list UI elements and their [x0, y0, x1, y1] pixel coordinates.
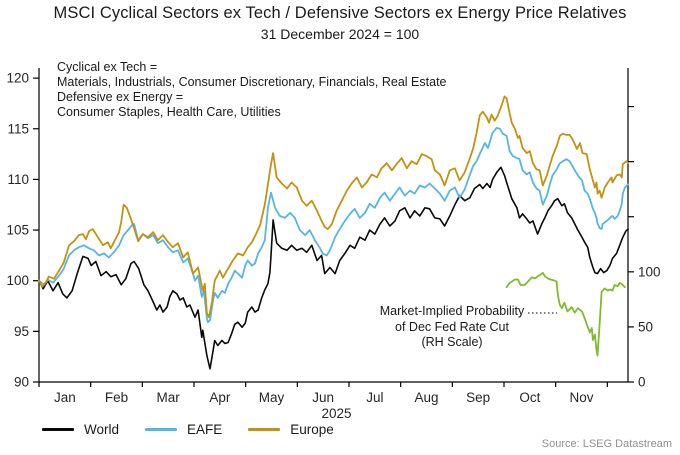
- fed-annotation-line: (RH Scale): [421, 335, 483, 349]
- legend-item-eafe: EAFE: [145, 422, 222, 437]
- month-label: May: [259, 390, 285, 405]
- month-label: Apr: [209, 390, 231, 405]
- source-credit: Source: LSEG Datastream: [541, 438, 672, 450]
- world-series-line: [38, 166, 629, 370]
- legend-label: Europe: [290, 422, 334, 437]
- definitions-line: Defensive ex Energy =: [57, 90, 184, 104]
- month-label: Aug: [414, 390, 438, 405]
- europe-series-line: [38, 95, 629, 319]
- right-axis-tick-label: 100: [638, 264, 661, 279]
- month-label: Jan: [54, 390, 76, 405]
- legend-label: EAFE: [187, 422, 223, 437]
- month-label: Mar: [157, 390, 181, 405]
- world-line-swatch: [42, 428, 74, 431]
- month-label: Jul: [366, 390, 383, 405]
- right-axis-tick-label: 50: [638, 319, 653, 334]
- legend-item-europe: Europe: [248, 422, 334, 437]
- page-title: MSCI Cyclical Sectors ex Tech / Defensiv…: [53, 4, 627, 22]
- left-axis-tick-label: 90: [14, 375, 29, 390]
- definitions-line: Consumer Staples, Health Care, Utilities: [57, 105, 281, 119]
- chart-legend: World EAFE Europe: [42, 422, 334, 437]
- right-axis-tick-label: 0: [638, 375, 646, 390]
- legend-label: World: [84, 422, 120, 437]
- europe-line-swatch: [248, 428, 281, 431]
- month-label: Feb: [105, 390, 128, 405]
- left-axis-tick-label: 95: [14, 324, 29, 339]
- definitions-line: Cyclical ex Tech =: [57, 60, 158, 74]
- definitions-line: Materials, Industrials, Consumer Discret…: [57, 75, 447, 89]
- month-label: Oct: [519, 390, 540, 405]
- chart-subtitle: 31 December 2024 = 100: [260, 26, 420, 42]
- eafe-series-line: [38, 126, 629, 324]
- fed-annotation-line: of Dec Fed Rate Cut: [395, 319, 509, 334]
- fed-probability-annotation: Market-Implied Probability of Dec Fed Ra…: [362, 304, 542, 351]
- left-axis-tick-label: 110: [7, 172, 29, 187]
- market-implied-series-line: [505, 271, 626, 357]
- sector-definitions-note: Cyclical ex Tech = Materials, Industrial…: [57, 60, 447, 120]
- axis-frame: [38, 68, 629, 383]
- year-label: 2025: [321, 406, 351, 421]
- eafe-line-swatch: [145, 428, 178, 431]
- left-axis-tick-label: 115: [7, 121, 29, 136]
- month-label: Sep: [466, 390, 490, 405]
- month-label: Nov: [569, 390, 593, 405]
- left-axis-tick-label: 105: [6, 223, 29, 238]
- left-axis-tick-label: 100: [6, 273, 29, 288]
- legend-item-world: World: [42, 422, 119, 437]
- left-axis-tick-label: 120: [6, 71, 29, 86]
- month-label: Jun: [312, 390, 334, 405]
- fed-annotation-line: Market-Implied Probability: [379, 304, 525, 318]
